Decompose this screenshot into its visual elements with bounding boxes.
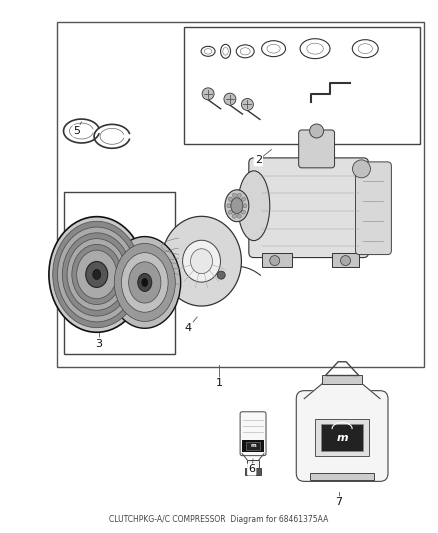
Circle shape: [310, 124, 324, 138]
Bar: [245, 467, 261, 474]
Text: 2: 2: [255, 155, 262, 165]
Bar: [322, 375, 362, 384]
Text: 7: 7: [336, 497, 343, 507]
Text: 3: 3: [95, 338, 102, 349]
Bar: [242, 440, 264, 451]
Text: 1: 1: [215, 378, 223, 389]
Ellipse shape: [238, 171, 270, 240]
Ellipse shape: [109, 237, 180, 328]
Text: m: m: [250, 443, 256, 448]
Ellipse shape: [183, 240, 220, 282]
Circle shape: [227, 204, 231, 208]
Circle shape: [202, 88, 214, 100]
Circle shape: [233, 214, 237, 218]
Ellipse shape: [57, 227, 136, 322]
Text: m: m: [336, 432, 348, 442]
Bar: [246, 442, 260, 450]
FancyBboxPatch shape: [296, 391, 388, 481]
Circle shape: [229, 197, 233, 201]
Ellipse shape: [191, 249, 212, 273]
FancyBboxPatch shape: [240, 412, 266, 456]
Ellipse shape: [53, 221, 141, 328]
Ellipse shape: [67, 239, 127, 310]
Bar: [247, 459, 259, 467]
Circle shape: [241, 210, 245, 214]
Ellipse shape: [93, 270, 101, 279]
Ellipse shape: [225, 190, 249, 222]
Circle shape: [353, 160, 371, 178]
Circle shape: [229, 210, 233, 214]
Bar: [262, 253, 292, 266]
Bar: [184, 27, 420, 144]
Circle shape: [243, 204, 247, 208]
Ellipse shape: [231, 198, 243, 214]
Circle shape: [233, 193, 237, 197]
Text: 4: 4: [185, 322, 192, 333]
Circle shape: [241, 197, 245, 201]
Circle shape: [237, 193, 241, 197]
Ellipse shape: [72, 245, 122, 304]
Circle shape: [237, 214, 241, 218]
Ellipse shape: [142, 278, 148, 286]
Circle shape: [217, 271, 225, 279]
Polygon shape: [304, 384, 380, 399]
Bar: [332, 253, 360, 266]
Ellipse shape: [114, 244, 175, 321]
FancyBboxPatch shape: [356, 162, 392, 255]
Ellipse shape: [162, 216, 241, 306]
Bar: [315, 418, 369, 456]
Ellipse shape: [49, 216, 145, 332]
Bar: [64, 192, 175, 354]
Ellipse shape: [62, 233, 131, 316]
Ellipse shape: [138, 273, 152, 292]
Ellipse shape: [77, 250, 117, 299]
Circle shape: [270, 255, 280, 265]
Ellipse shape: [121, 253, 168, 312]
Text: 5: 5: [74, 126, 81, 136]
FancyBboxPatch shape: [299, 130, 335, 168]
Circle shape: [224, 93, 236, 105]
Bar: [321, 424, 363, 451]
Text: CLUTCHPKG-A/C COMPRESSOR  Diagram for 68461375AA: CLUTCHPKG-A/C COMPRESSOR Diagram for 684…: [110, 515, 328, 524]
Bar: [310, 473, 374, 480]
FancyBboxPatch shape: [249, 158, 368, 257]
Ellipse shape: [86, 262, 108, 287]
Bar: [57, 22, 424, 367]
Circle shape: [340, 255, 350, 265]
Ellipse shape: [129, 262, 161, 303]
Circle shape: [241, 99, 253, 110]
Text: 6: 6: [248, 464, 255, 474]
